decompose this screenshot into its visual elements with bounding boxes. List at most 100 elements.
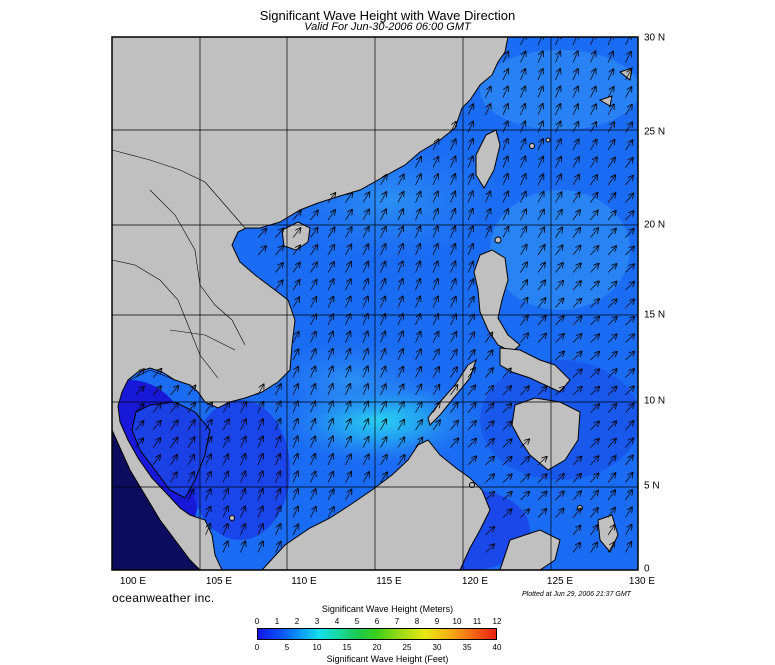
wave-direction-arrow [555,228,563,238]
wave-direction-arrow [345,245,352,256]
wave-direction-arrow [240,437,246,448]
wave-direction-arrow [380,419,387,431]
wave-direction-arrow [590,175,598,186]
wave-direction-arrow [607,211,616,221]
wave-direction-arrow [607,439,616,448]
wave-direction-arrow [310,228,318,238]
wave-direction-arrow [502,52,508,63]
wave-direction-arrow [257,384,264,396]
wave-direction-arrow [607,122,614,133]
wave-direction-arrow [607,229,616,238]
meters-tick: 9 [434,617,440,626]
wave-direction-arrow [415,192,421,203]
wave-direction-arrow [485,87,491,98]
wave-direction-arrow [572,352,582,361]
wave-direction-arrow [292,437,298,448]
wave-direction-arrow [537,69,543,81]
wave-direction-arrow [327,419,333,431]
wave-direction-arrow [625,473,633,483]
wave-direction-arrow [257,454,263,466]
wave-direction-arrow [310,419,316,431]
wave-direction-arrow [625,158,633,168]
wave-direction-arrow [555,192,562,203]
wave-direction-arrow [345,437,351,448]
wave-direction-arrow [415,385,422,396]
wave-direction-arrow [467,262,473,273]
wave-direction-arrow [362,297,368,308]
wave-direction-arrow [555,352,565,361]
wave-direction-arrow [187,455,194,466]
wave-direction-arrow [257,472,263,483]
wave-direction-arrow [432,314,438,326]
wave-direction-arrow [520,333,529,343]
wave-direction-arrow [292,228,301,238]
wave-direction-arrow [432,403,440,413]
wave-direction-arrow [292,489,298,501]
wave-direction-arrow [432,227,438,238]
wave-direction-arrow [572,139,579,151]
meters-tick: 7 [394,617,400,626]
wave-direction-arrow [170,386,179,396]
wave-direction-arrow [380,297,386,308]
wave-direction-arrow [555,281,564,291]
wave-direction-arrow [555,509,564,518]
feet-tick: 5 [284,643,290,652]
wave-direction-arrow [572,193,580,203]
wave-direction-arrow [625,352,635,361]
wave-direction-arrow [327,384,333,396]
wave-direction-arrow [275,489,281,501]
lat-label-5: 5 N [644,480,660,492]
wave-direction-arrow [432,209,438,221]
lon-label-125: 125 E [546,576,574,587]
wave-direction-arrow [590,334,600,343]
wave-direction-arrow [485,386,494,396]
wave-direction-arrow [537,139,543,151]
wave-direction-arrow [555,37,561,46]
wave-direction-arrow [485,350,493,361]
wave-direction-arrow [345,262,352,273]
wave-direction-arrow [292,402,298,413]
wave-direction-arrow [625,37,631,46]
wave-direction-arrow [537,157,543,168]
wave-direction-arrow [555,87,561,98]
wave-direction-arrow [607,490,615,501]
wave-direction-arrow [450,385,458,396]
wave-direction-arrow [467,244,473,256]
wave-direction-arrow [625,490,633,501]
wave-direction-arrow [555,299,564,308]
wave-direction-arrow [222,524,228,536]
wave-direction-arrow [572,104,578,116]
wave-direction-arrow [415,332,421,343]
lat-label-10: 10 N [644,395,666,407]
wave-direction-arrow [432,262,438,273]
wave-direction-arrow [537,387,547,396]
wave-direction-arrow [450,403,458,413]
wave-direction-arrow [520,439,530,448]
wave-direction-arrow [607,264,616,273]
wave-direction-arrow [292,472,298,483]
wave-direction-arrow [170,472,177,483]
wave-direction-arrow [590,299,600,308]
wave-direction-arrow [590,525,598,536]
wave-direction-arrow [380,244,386,256]
wave-direction-arrow [502,422,512,431]
wave-direction-arrow [310,211,318,221]
wave-direction-arrow [222,507,228,518]
wave-direction-arrow [520,457,530,466]
wave-direction-arrow [607,105,614,116]
wave-direction-arrow [240,524,246,536]
wave-direction-arrow [520,209,527,221]
land-asia-mainland [112,37,509,570]
wave-direction-arrow [607,175,615,186]
wave-direction-arrow [345,279,351,291]
wave-direction-arrow [310,384,316,396]
wave-direction-arrow [590,317,600,326]
wave-direction-arrow [222,542,228,553]
wave-direction-arrow [607,334,617,343]
wave-direction-arrow [572,317,581,326]
wave-direction-arrow [380,227,386,238]
wave-direction-arrow [485,421,494,431]
wave-direction-arrow [397,227,403,238]
wave-direction-arrow [432,192,438,203]
